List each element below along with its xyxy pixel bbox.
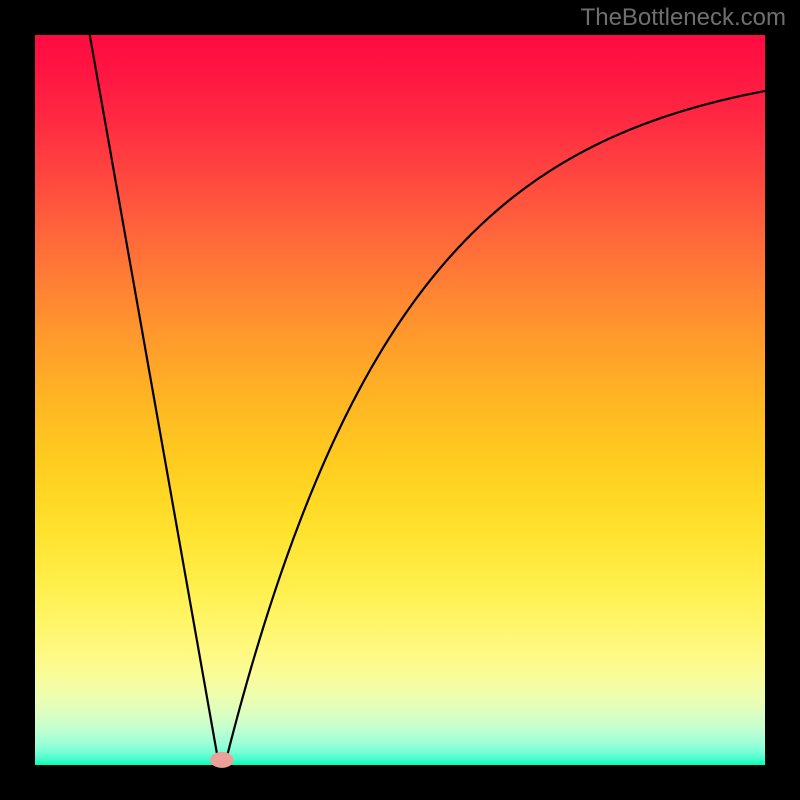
optimal-point-marker <box>210 752 233 768</box>
plot-background <box>35 35 765 765</box>
watermark-text: TheBottleneck.com <box>581 4 786 32</box>
chart-svg <box>0 0 800 800</box>
bottleneck-chart: TheBottleneck.com <box>0 0 800 800</box>
